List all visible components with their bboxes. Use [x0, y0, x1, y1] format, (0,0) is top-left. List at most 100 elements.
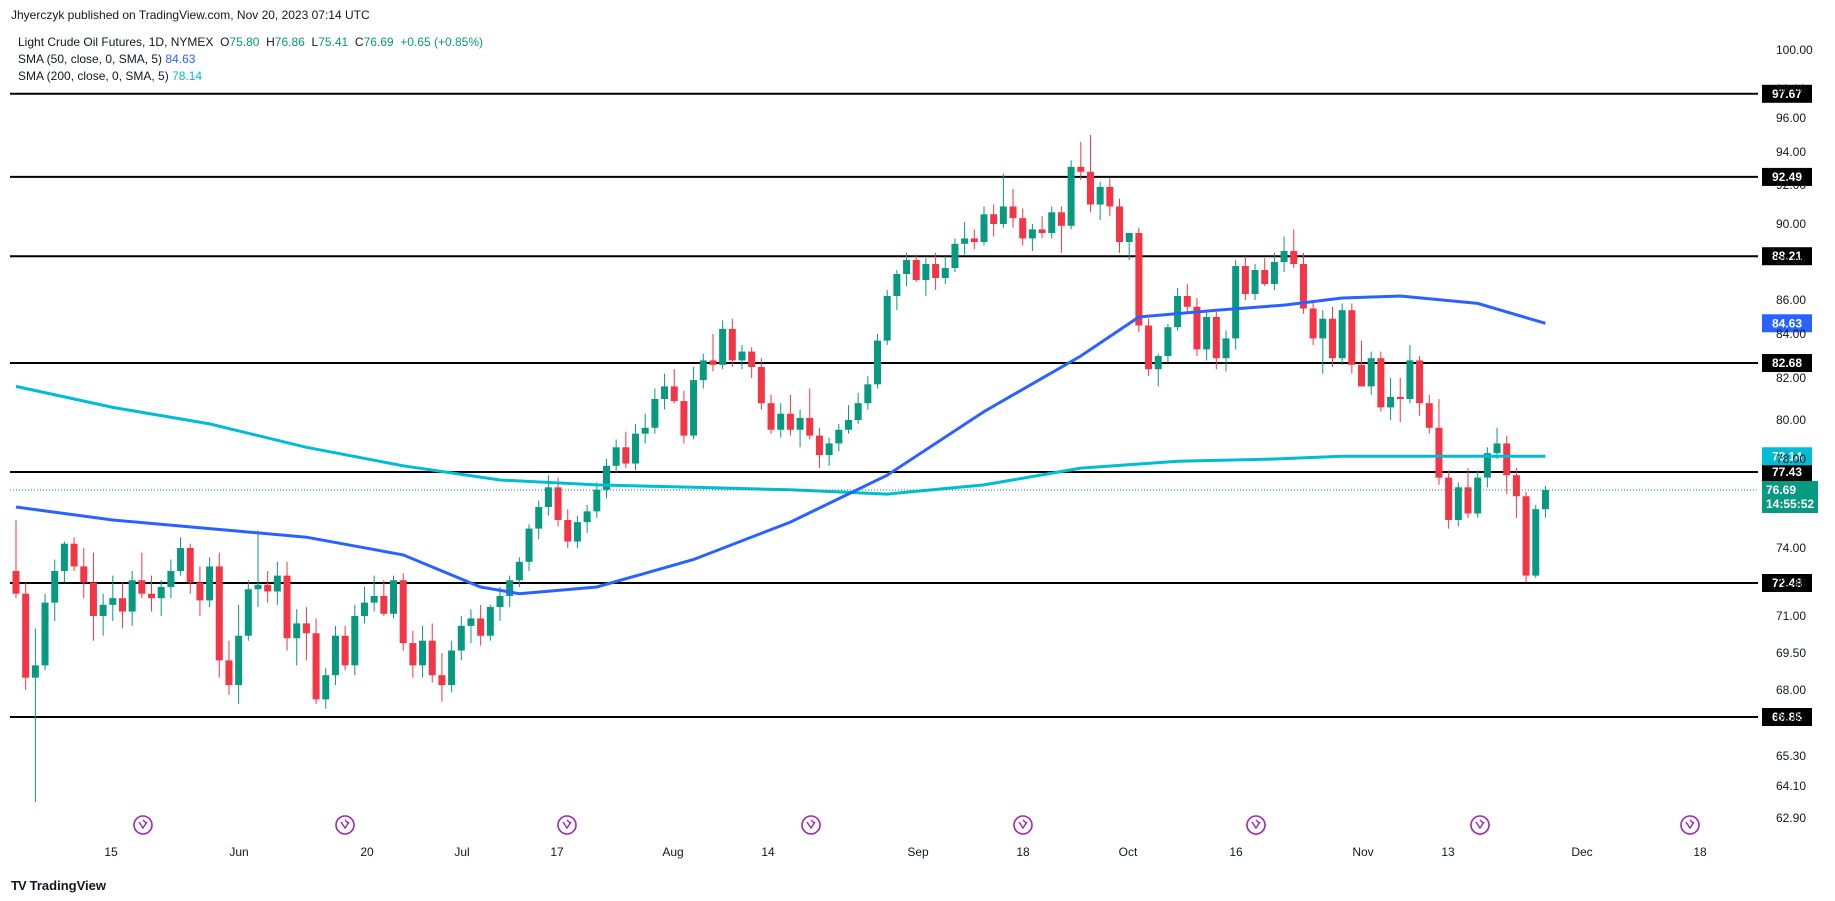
candle-body — [1038, 229, 1046, 233]
candle-body — [1299, 264, 1307, 309]
symbol-row[interactable]: Light Crude Oil Futures, 1D, NYMEX O75.8… — [18, 34, 483, 51]
event-arrow — [340, 819, 350, 830]
price-axis[interactable]: 100.00 98.00 96.00 94.00 92.00 90.00 88.00 86.0… — [1776, 43, 1813, 825]
time-axis[interactable]: 15 Jun 20 Jul 17 Aug 14 Sep 18 Oct 16 Nov 13 Dec 18 — [104, 845, 1707, 859]
candle-body — [651, 399, 659, 428]
open-label: O — [220, 35, 230, 49]
candle-body — [399, 580, 407, 644]
candle-body — [1377, 358, 1385, 408]
candle-body — [1203, 317, 1211, 350]
candle-body — [215, 566, 223, 661]
candle-body — [167, 571, 175, 588]
sma200-row[interactable]: SMA (200, close, 0, SMA, 5) 78.14 — [18, 68, 483, 85]
y-tick-label: 90.00 — [1776, 217, 1806, 231]
dividend-event-icon — [1680, 815, 1700, 835]
close-value: 76.69 — [363, 35, 394, 49]
candle-body — [31, 665, 39, 678]
candle-body — [699, 360, 707, 381]
candle-body — [1358, 364, 1366, 387]
candle-body — [1028, 229, 1036, 239]
candle-body — [757, 367, 765, 404]
candle-body — [506, 580, 514, 596]
candle-body — [535, 507, 543, 529]
candle-body — [1328, 318, 1336, 359]
sma50-row[interactable]: SMA (50, close, 0, SMA, 5) 84.63 — [18, 51, 483, 68]
candle-body — [225, 660, 233, 686]
tradingview-logo[interactable]: TV TradingView — [11, 878, 106, 893]
y-tick-label: 74.00 — [1776, 541, 1806, 555]
level-tag-label: 97.67 — [1772, 87, 1802, 101]
last-price-tag — [1762, 481, 1818, 513]
x-tick-label: 13 — [1441, 845, 1455, 859]
countdown-label: 14:55:52 — [1766, 497, 1814, 511]
x-tick-label: 17 — [550, 845, 564, 859]
candle-body — [738, 351, 746, 361]
candle-body — [438, 675, 446, 686]
candle-body — [390, 580, 398, 614]
event-circle — [335, 815, 355, 835]
candle-body — [864, 384, 872, 404]
sma50-label: SMA (50, close, 0, SMA, 5) — [18, 52, 163, 66]
dividend-event-icon — [801, 815, 821, 835]
candle-body — [1445, 477, 1453, 520]
candle-body — [22, 593, 30, 678]
candle-body — [1232, 266, 1240, 339]
candle-body — [1174, 296, 1182, 328]
candle-body — [235, 635, 243, 686]
candle-body — [1241, 266, 1249, 294]
dividend-event-icon — [1013, 815, 1033, 835]
x-tick-label: 14 — [761, 845, 775, 859]
event-arrow — [1251, 819, 1261, 830]
event-circle — [801, 815, 821, 835]
candle-body — [1116, 206, 1124, 242]
moving-averages: 84.63 78.14 — [15, 294, 1812, 596]
x-tick-label: 15 — [104, 845, 118, 859]
candle-body — [786, 413, 794, 430]
x-tick-label: Aug — [662, 845, 683, 859]
y-tick-label: 82.00 — [1776, 371, 1806, 385]
event-arrow — [1018, 819, 1028, 830]
candle-body — [1183, 296, 1191, 307]
candle-body — [293, 623, 301, 639]
candle-body — [573, 522, 581, 542]
candle-body — [844, 420, 852, 430]
level-tag — [1762, 463, 1812, 481]
y-tick-label: 86.00 — [1776, 293, 1806, 307]
y-tick-label: 64.10 — [1776, 779, 1806, 793]
level-tag — [1762, 167, 1812, 186]
candle-body — [1454, 487, 1462, 520]
dividend-event-icon — [1470, 815, 1490, 835]
candle-body — [1309, 308, 1317, 339]
candle-body — [448, 650, 456, 686]
candle-body — [370, 595, 378, 603]
candle-body — [312, 633, 320, 700]
sma50-tag-label: 84.63 — [1772, 316, 1802, 330]
candle-body — [186, 548, 194, 583]
candle-body — [351, 616, 359, 666]
candle-body — [709, 360, 717, 365]
candle-body — [283, 575, 291, 639]
candle-body — [206, 566, 214, 601]
sma200-value: 78.14 — [172, 69, 203, 83]
event-circle — [133, 815, 153, 835]
y-tick-label: 65.30 — [1776, 749, 1806, 763]
y-tick-label: 68.00 — [1776, 683, 1806, 697]
candle-body — [486, 607, 494, 636]
level-tag — [1762, 247, 1812, 266]
candle-body — [1512, 475, 1520, 497]
candle-body — [922, 264, 930, 280]
dividend-event-icon — [335, 815, 355, 835]
level-tag — [1762, 354, 1812, 373]
candle-body — [380, 595, 388, 614]
symbol-name: Light Crude Oil Futures, 1D, NYMEX — [18, 35, 214, 49]
candle-body — [970, 238, 978, 242]
chart-legend: Light Crude Oil Futures, 1D, NYMEX O75.8… — [18, 34, 483, 85]
candle-body — [1135, 233, 1143, 326]
level-tag-label: 77.43 — [1772, 465, 1802, 479]
candle-body — [1086, 171, 1094, 205]
high-label: H — [266, 35, 275, 49]
y-tick-label: 98.00 — [1776, 82, 1806, 96]
y-tick-label: 94.00 — [1776, 145, 1806, 159]
candle-body — [1435, 427, 1443, 478]
